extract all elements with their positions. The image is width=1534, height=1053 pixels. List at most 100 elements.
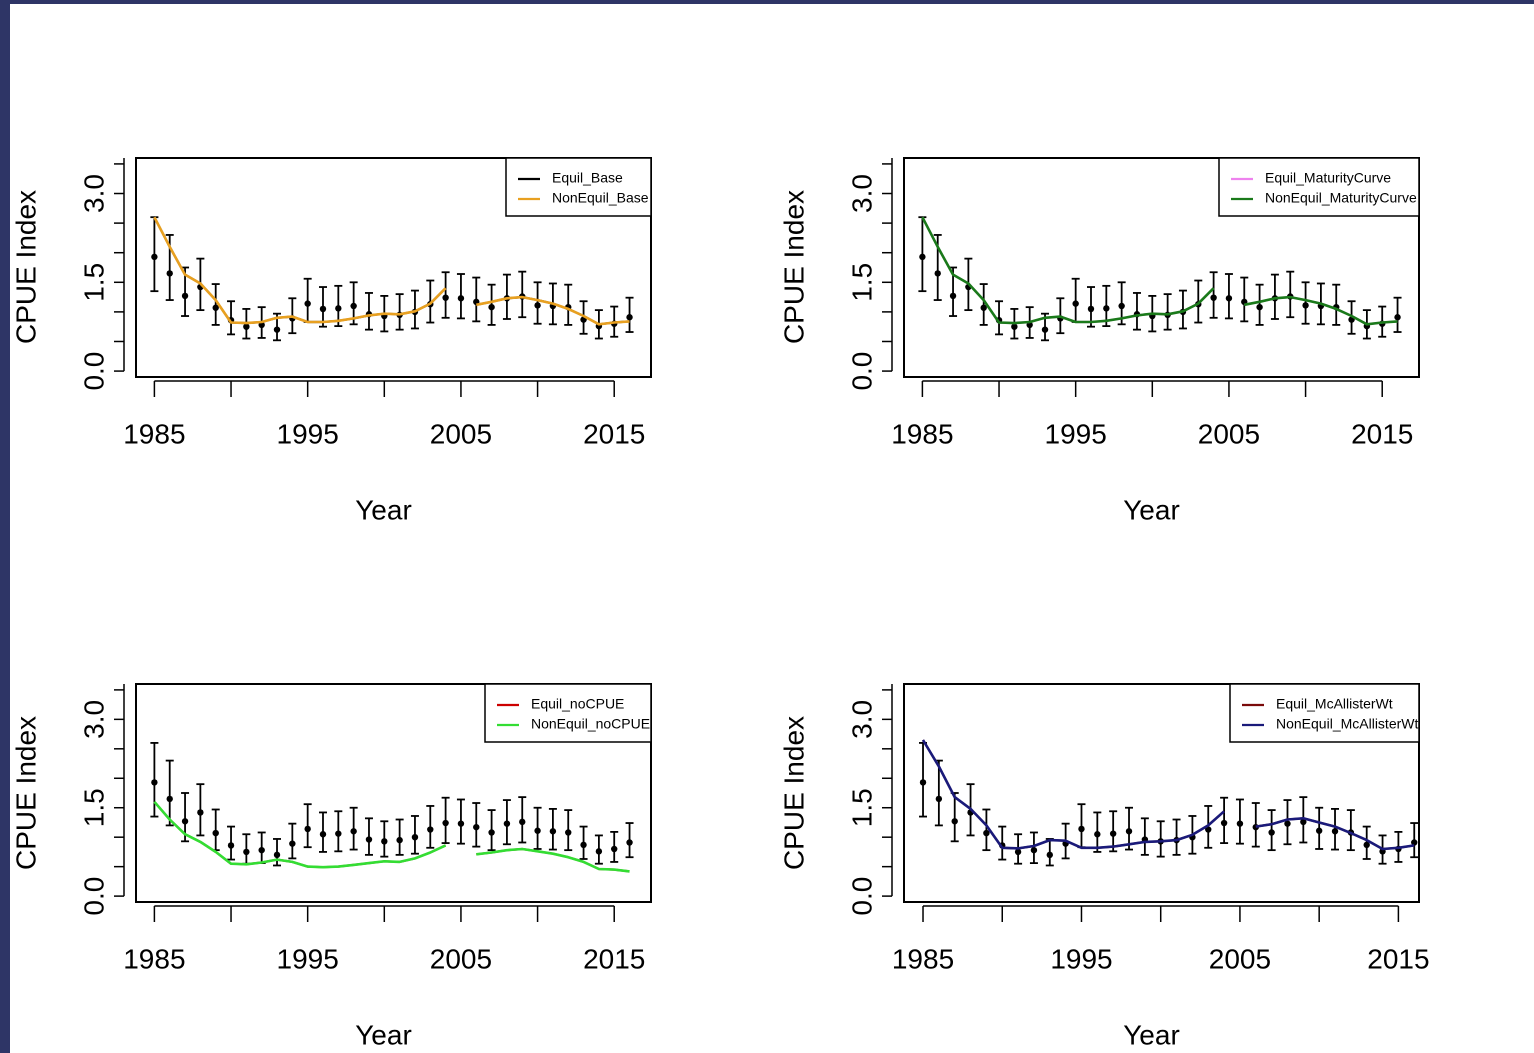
- observed-point: [1411, 839, 1418, 846]
- observed-point: [273, 326, 281, 333]
- x-axis-label: Year: [355, 1019, 412, 1050]
- observed-point: [319, 831, 327, 838]
- observed-point: [1331, 828, 1339, 835]
- series-line: [921, 216, 1398, 326]
- plot-frame: [135, 157, 652, 378]
- y-axis-label: CPUE Index: [10, 716, 41, 870]
- observed-point: [580, 841, 587, 849]
- observed-point: [1268, 829, 1275, 836]
- observed-point: [335, 305, 342, 312]
- observed-point: [488, 303, 495, 311]
- observed-point: [151, 779, 158, 786]
- observed-point: [1302, 302, 1309, 309]
- observed-point: [1094, 831, 1101, 838]
- x-tick-label: 1995: [277, 943, 339, 974]
- observed-point: [595, 848, 603, 855]
- legend-label: Equil_McAllisterWt: [1276, 696, 1393, 712]
- observed-point: [457, 820, 465, 827]
- observed-point: [503, 820, 511, 827]
- y-tick-label: 0.0: [846, 352, 877, 391]
- legend: Equil_noCPUE NonEquil_noCPUE: [484, 683, 652, 743]
- x-tick-label: 1995: [277, 418, 339, 449]
- observed-point: [980, 304, 987, 311]
- series-line: [921, 216, 1398, 326]
- observed-point: [1284, 820, 1291, 827]
- y-tick-label: 1.5: [846, 263, 877, 302]
- observed-point: [1118, 302, 1125, 310]
- observed-point: [335, 830, 342, 837]
- x-tick-label: 2005: [1209, 943, 1271, 974]
- observed-point: [1256, 303, 1263, 311]
- figure-canvas: 0.0 1.5 3.0 CPUE Index 1985 1995 2005 2015 Year E…: [10, 4, 1534, 1053]
- series-line: [153, 800, 630, 873]
- series-line: [921, 739, 1415, 851]
- observed-point: [488, 829, 495, 836]
- observed-point: [1103, 305, 1110, 312]
- y-axis-label: CPUE Index: [778, 190, 809, 344]
- y-tick-label: 0.0: [846, 877, 877, 916]
- x-tick-label: 1985: [892, 943, 954, 974]
- error-bar: [165, 759, 174, 827]
- observed-point: [289, 840, 296, 847]
- y-tick-label: 1.5: [846, 788, 877, 827]
- observed-point: [1315, 827, 1323, 834]
- observed-point: [1072, 300, 1079, 307]
- legend-label: Equil_Base: [552, 170, 623, 186]
- y-tick-label: 0.0: [78, 352, 109, 391]
- x-tick-label: 1985: [123, 943, 185, 974]
- observed-point: [442, 294, 449, 301]
- y-tick-label: 1.5: [78, 788, 109, 827]
- observed-point: [626, 314, 633, 321]
- x-tick-label: 2015: [1351, 418, 1413, 449]
- observed-point: [243, 323, 250, 330]
- chart-panel: 0.0 1.5 3.0 CPUE Index 1985 1995 2005 2015 Year E…: [778, 157, 1420, 525]
- observed-point: [1046, 851, 1053, 859]
- observed-point: [611, 845, 618, 853]
- observed-point: [243, 848, 250, 856]
- x-tick-label: 1995: [1045, 418, 1107, 449]
- y-tick-label: 3.0: [846, 700, 877, 739]
- observed-point: [951, 818, 958, 825]
- x-axis-label: Year: [1123, 494, 1180, 525]
- plot-frame: [903, 157, 1420, 378]
- x-tick-label: 2015: [583, 943, 645, 974]
- legend-box: [484, 683, 652, 743]
- observed-point: [1011, 323, 1018, 330]
- observed-point: [304, 825, 311, 833]
- y-tick-label: 3.0: [78, 700, 109, 739]
- y-tick-label: 3.0: [846, 174, 877, 213]
- observed-point: [1087, 305, 1095, 313]
- legend-label: NonEquil_noCPUE: [531, 716, 650, 732]
- x-tick-label: 2015: [583, 418, 645, 449]
- series-line: [153, 216, 630, 326]
- y-tick-label: 1.5: [78, 263, 109, 302]
- series-line: [922, 739, 1415, 851]
- observed-point: [442, 819, 449, 827]
- observed-point: [151, 253, 158, 261]
- observed-point: [935, 795, 943, 803]
- observed-point: [919, 779, 927, 786]
- observed-point: [166, 270, 173, 277]
- error-bar: [982, 808, 991, 852]
- observed-point: [365, 836, 373, 843]
- x-tick-label: 2005: [430, 418, 492, 449]
- observed-point: [626, 839, 633, 846]
- observed-point: [549, 828, 557, 835]
- x-tick-label: 1995: [1050, 943, 1112, 974]
- observed-point: [381, 838, 388, 845]
- observed-point: [319, 305, 327, 313]
- error-bar: [979, 283, 988, 326]
- legend: Equil_McAllisterWt NonEquil_McAllisterWt: [1229, 683, 1420, 743]
- observed-point: [1030, 846, 1038, 854]
- x-tick-label: 2015: [1367, 943, 1429, 974]
- observed-point: [1041, 326, 1049, 333]
- observed-point: [1300, 818, 1307, 826]
- observed-point: [212, 829, 219, 837]
- legend-label: Equil_noCPUE: [531, 696, 624, 712]
- observed-point: [934, 270, 941, 277]
- observed-point: [1220, 819, 1228, 827]
- observed-point: [227, 842, 235, 849]
- observed-point: [1014, 848, 1022, 856]
- error-bar: [1071, 277, 1080, 323]
- x-tick-label: 2005: [430, 943, 492, 974]
